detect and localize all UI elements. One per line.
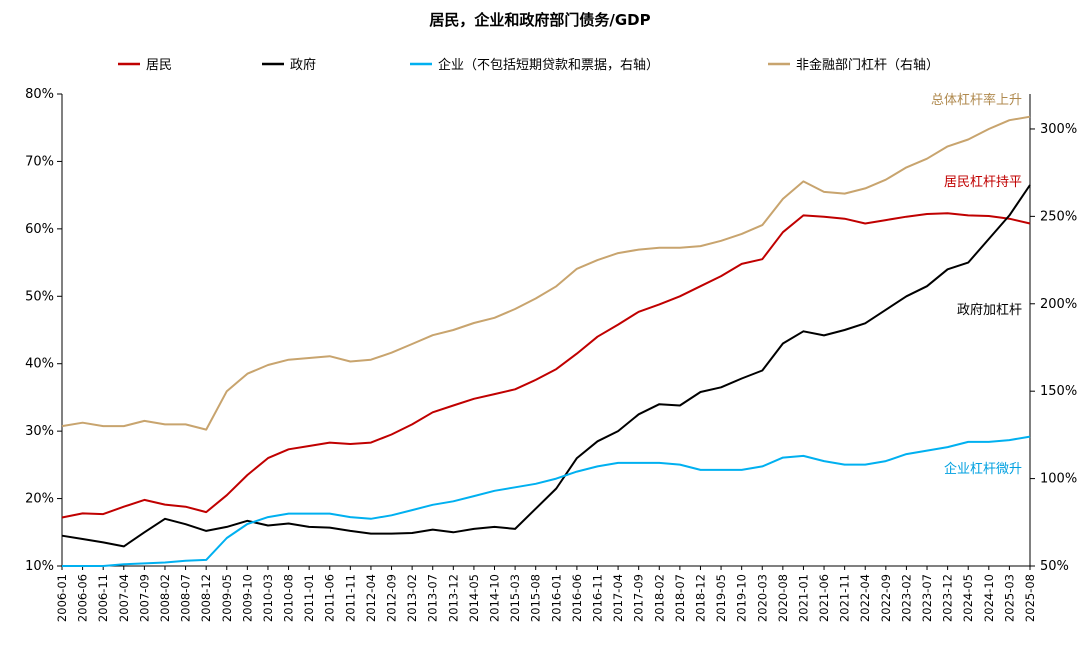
x-tick-label: 2022-04 [858, 574, 872, 622]
x-tick-label: 2016-06 [570, 574, 584, 622]
y-right-tick-label: 300% [1040, 122, 1077, 137]
x-tick-label: 2023-02 [899, 574, 913, 622]
legend-label: 非金融部门杠杆（右轴） [796, 57, 939, 73]
x-tick-label: 2013-07 [426, 574, 440, 622]
x-tick-label: 2019-05 [714, 574, 728, 622]
series-line [61, 184, 1031, 548]
x-tick-label: 2006-06 [76, 574, 90, 622]
y-left-tick-label: 40% [25, 357, 54, 372]
x-tick-label: 2020-03 [755, 574, 769, 622]
x-tick-label: 2010-03 [261, 574, 275, 622]
x-tick-label: 2020-08 [776, 574, 790, 622]
x-tick-label: 2024-10 [982, 574, 996, 622]
legend-label: 政府 [290, 58, 316, 73]
y-right-tick-label: 250% [1040, 209, 1077, 224]
y-left-tick-label: 20% [25, 492, 54, 507]
annotation: 居民杠杆持平 [944, 174, 1022, 190]
series-line [62, 435, 1031, 567]
x-tick-label: 2008-07 [179, 574, 193, 622]
x-tick-label: 2014-10 [488, 574, 502, 622]
x-tick-label: 2011-01 [302, 574, 316, 622]
x-tick-label: 2023-07 [920, 574, 934, 622]
y-right-tick-label: 50% [1040, 559, 1069, 574]
x-tick-label: 2008-12 [199, 574, 213, 622]
y-right-tick-label: 100% [1040, 472, 1077, 487]
y-left-tick-label: 70% [25, 154, 54, 169]
x-tick-label: 2017-09 [632, 574, 646, 622]
legend-label: 居民 [146, 58, 172, 73]
x-tick-label: 2025-08 [1023, 574, 1037, 622]
x-tick-label: 2010-08 [282, 574, 296, 622]
x-tick-label: 2023-12 [941, 574, 955, 622]
x-tick-label: 2016-01 [549, 574, 563, 622]
x-tick-label: 2011-11 [343, 574, 357, 622]
x-tick-label: 2013-02 [405, 574, 419, 622]
x-tick-label: 2015-03 [508, 574, 522, 622]
legend-label: 企业（不包括短期贷款和票据，右轴） [438, 57, 659, 73]
x-tick-label: 2016-11 [590, 574, 604, 622]
x-tick-label: 2013-12 [446, 574, 460, 622]
x-tick-label: 2021-01 [796, 574, 810, 622]
x-tick-label: 2007-09 [137, 574, 151, 622]
y-left-tick-label: 30% [25, 424, 54, 439]
x-tick-label: 2012-04 [364, 574, 378, 622]
x-tick-label: 2025-03 [1002, 574, 1016, 622]
x-tick-label: 2017-04 [611, 574, 625, 622]
x-tick-label: 2006-11 [96, 574, 110, 622]
x-tick-label: 2021-06 [817, 574, 831, 622]
y-right-tick-label: 200% [1040, 297, 1077, 312]
series-lines [61, 115, 1031, 567]
x-tick-label: 2024-05 [961, 574, 975, 622]
series-line [61, 115, 1031, 431]
y-left-tick-label: 10% [25, 559, 54, 574]
x-tick-label: 2014-05 [467, 574, 481, 622]
x-tick-label: 2007-04 [117, 574, 131, 622]
axes: 10% 20% 30% 40% 50% 60% 70% 80% 50% 100% 150% 200% 2… [25, 87, 1077, 622]
annotation: 企业杠杆微升 [944, 461, 1022, 477]
x-tick-label: 2006-01 [55, 574, 69, 622]
x-tick-label: 2021-11 [838, 574, 852, 622]
x-tick-label: 2009-05 [220, 574, 234, 622]
annotation: 总体杠杆率上升 [931, 92, 1022, 108]
x-tick-label: 2018-12 [693, 574, 707, 622]
y-left-tick-label: 60% [25, 222, 54, 237]
x-tick-label: 2008-02 [158, 574, 172, 622]
y-left-tick-label: 50% [25, 289, 54, 304]
x-tick-label: 2012-09 [385, 574, 399, 622]
chart-title: 居民，企业和政府部门债务/GDP [429, 11, 650, 29]
x-tick-label: 2011-06 [323, 574, 337, 622]
y-right-tick-label: 150% [1040, 384, 1077, 399]
x-tick-label: 2018-02 [652, 574, 666, 622]
x-tick-label: 2018-07 [673, 574, 687, 622]
x-tick-label: 2015-08 [529, 574, 543, 622]
y-left-tick-label: 80% [25, 87, 54, 102]
x-tick-label: 2009-10 [240, 574, 254, 622]
annotation: 政府加杠杆 [957, 302, 1022, 318]
x-tick-label: 2019-10 [735, 574, 749, 622]
series-line [61, 212, 1031, 519]
legend: 居民 政府 企业（不包括短期贷款和票据，右轴） 非金融部门杠杆（右轴） [118, 57, 939, 73]
x-tick-label: 2022-09 [879, 574, 893, 622]
